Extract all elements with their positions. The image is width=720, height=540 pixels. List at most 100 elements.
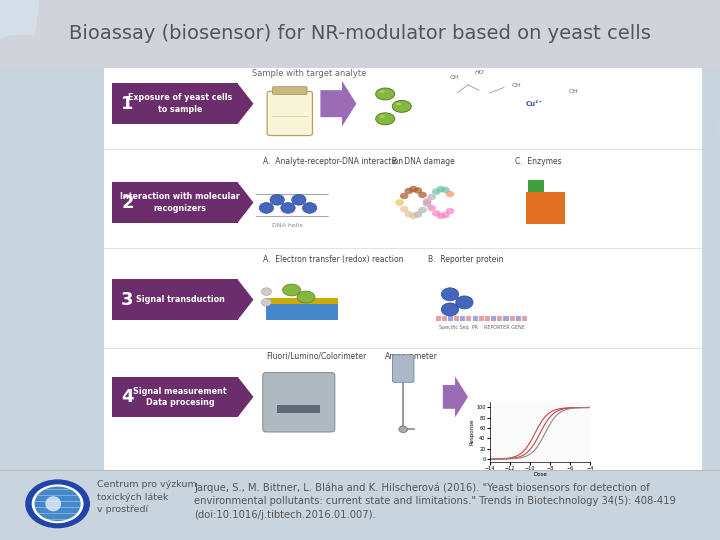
Polygon shape <box>238 280 253 320</box>
Polygon shape <box>0 0 33 436</box>
Ellipse shape <box>45 496 61 511</box>
FancyBboxPatch shape <box>266 298 338 304</box>
FancyBboxPatch shape <box>112 377 238 417</box>
Circle shape <box>405 188 413 194</box>
Circle shape <box>32 484 84 523</box>
FancyBboxPatch shape <box>522 316 527 321</box>
Circle shape <box>446 208 454 214</box>
FancyBboxPatch shape <box>485 316 490 321</box>
Text: Bioassay (biosensor) for NR-modulator based on yeast cells: Bioassay (biosensor) for NR-modulator ba… <box>69 24 651 43</box>
Polygon shape <box>0 0 42 205</box>
Text: OH: OH <box>450 76 460 80</box>
Text: OH: OH <box>569 89 579 94</box>
Text: Jarque, S., M. Bittner, L. Bláha and K. Hilscherová (2016). "Yeast biosensors fo: Jarque, S., M. Bittner, L. Bláha and K. … <box>194 482 676 520</box>
FancyBboxPatch shape <box>516 316 521 321</box>
Ellipse shape <box>392 100 411 112</box>
Circle shape <box>436 213 445 219</box>
Circle shape <box>428 205 436 211</box>
Polygon shape <box>709 89 720 374</box>
Text: OH: OH <box>511 84 521 89</box>
Polygon shape <box>238 83 253 124</box>
Text: A.  Electron transfer (redox) reaction: A. Electron transfer (redox) reaction <box>263 255 403 264</box>
Circle shape <box>432 210 441 217</box>
FancyBboxPatch shape <box>498 316 503 321</box>
Circle shape <box>395 199 404 206</box>
Circle shape <box>409 213 418 219</box>
Ellipse shape <box>379 90 384 93</box>
FancyBboxPatch shape <box>112 183 238 222</box>
Text: Sample with target analyte: Sample with target analyte <box>253 70 366 78</box>
Polygon shape <box>320 81 356 126</box>
Circle shape <box>436 186 445 192</box>
Text: 2: 2 <box>121 193 134 212</box>
FancyBboxPatch shape <box>277 405 320 413</box>
Text: B.  Reporter protein: B. Reporter protein <box>428 255 504 264</box>
Circle shape <box>418 192 427 198</box>
Text: HO: HO <box>475 70 485 75</box>
FancyBboxPatch shape <box>460 316 465 321</box>
FancyBboxPatch shape <box>392 355 414 382</box>
Circle shape <box>261 288 271 295</box>
FancyBboxPatch shape <box>112 280 238 320</box>
Circle shape <box>400 193 408 199</box>
Text: B.  DNA damage: B. DNA damage <box>392 158 455 166</box>
Circle shape <box>428 194 436 200</box>
FancyBboxPatch shape <box>528 180 544 192</box>
Circle shape <box>400 206 408 212</box>
Text: Exposure of yeast cells
to sample: Exposure of yeast cells to sample <box>128 93 232 114</box>
Circle shape <box>423 198 431 205</box>
Text: Interaction with molecular
recognizers: Interaction with molecular recognizers <box>120 192 240 213</box>
Circle shape <box>423 200 431 207</box>
FancyBboxPatch shape <box>479 316 484 321</box>
Circle shape <box>399 426 408 433</box>
Circle shape <box>441 187 450 193</box>
FancyBboxPatch shape <box>503 316 508 321</box>
FancyBboxPatch shape <box>263 373 335 432</box>
Ellipse shape <box>297 291 315 303</box>
Circle shape <box>418 207 427 213</box>
Text: Centrum pro výzkum
toxických látek
v prostředí: Centrum pro výzkum toxických látek v pro… <box>97 481 197 514</box>
Circle shape <box>446 191 454 197</box>
Ellipse shape <box>396 103 401 105</box>
Circle shape <box>409 186 418 192</box>
Text: Signal transduction: Signal transduction <box>135 295 225 304</box>
Circle shape <box>395 199 404 206</box>
Text: C.  Enzymes: C. Enzymes <box>515 158 562 166</box>
FancyBboxPatch shape <box>526 192 565 224</box>
FancyBboxPatch shape <box>510 316 515 321</box>
Polygon shape <box>443 376 468 417</box>
Circle shape <box>413 211 422 218</box>
Circle shape <box>259 202 274 213</box>
FancyBboxPatch shape <box>266 304 338 320</box>
Ellipse shape <box>283 284 301 296</box>
FancyBboxPatch shape <box>272 86 307 94</box>
Circle shape <box>261 299 271 306</box>
Text: 4: 4 <box>121 388 134 406</box>
Circle shape <box>405 211 413 217</box>
Text: 3: 3 <box>121 291 134 309</box>
FancyBboxPatch shape <box>436 316 441 321</box>
FancyBboxPatch shape <box>442 316 447 321</box>
Circle shape <box>302 202 317 213</box>
Circle shape <box>441 303 459 316</box>
Ellipse shape <box>379 115 384 118</box>
FancyBboxPatch shape <box>267 91 312 136</box>
Text: Fluori/Lumino/Colorimeter: Fluori/Lumino/Colorimeter <box>266 352 366 361</box>
Circle shape <box>413 187 422 194</box>
Circle shape <box>270 194 284 205</box>
FancyBboxPatch shape <box>448 316 453 321</box>
Y-axis label: Response: Response <box>469 419 474 445</box>
Circle shape <box>35 487 81 521</box>
Circle shape <box>292 194 306 205</box>
FancyBboxPatch shape <box>467 316 472 321</box>
Text: Specific Seq  PR    REPORTER GENE: Specific Seq PR REPORTER GENE <box>439 326 525 330</box>
Circle shape <box>26 480 89 528</box>
FancyBboxPatch shape <box>112 83 238 124</box>
Ellipse shape <box>376 88 395 100</box>
Polygon shape <box>238 377 253 417</box>
Polygon shape <box>238 183 253 222</box>
Circle shape <box>432 188 441 195</box>
Circle shape <box>456 296 473 309</box>
FancyBboxPatch shape <box>454 316 459 321</box>
Text: 1: 1 <box>121 94 134 113</box>
